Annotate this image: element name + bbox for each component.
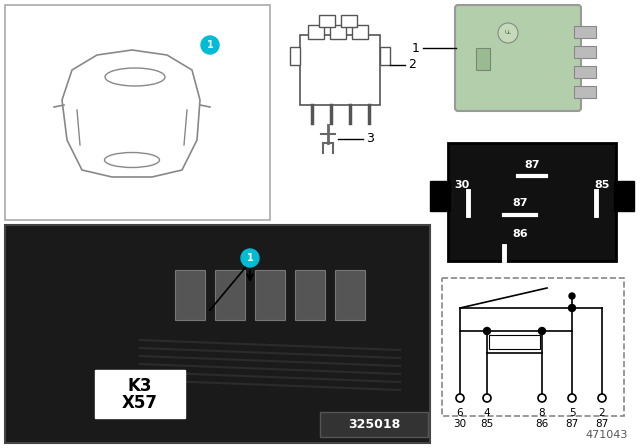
- Circle shape: [538, 394, 546, 402]
- Text: 1: 1: [412, 42, 420, 55]
- Text: 30: 30: [454, 180, 470, 190]
- Bar: [442, 278, 624, 416]
- Bar: [574, 26, 596, 38]
- Bar: [476, 48, 490, 70]
- Text: 85: 85: [481, 419, 493, 429]
- Bar: [380, 47, 390, 65]
- Bar: [308, 25, 324, 39]
- Bar: [295, 270, 325, 320]
- Bar: [320, 412, 428, 437]
- Circle shape: [568, 305, 575, 311]
- Circle shape: [568, 394, 576, 402]
- Bar: [430, 181, 450, 211]
- Bar: [255, 270, 285, 320]
- Text: 4: 4: [484, 408, 490, 418]
- Bar: [5, 225, 430, 443]
- Text: 471043: 471043: [586, 430, 628, 440]
- Text: 86: 86: [512, 229, 528, 239]
- Bar: [335, 270, 365, 320]
- Circle shape: [498, 23, 518, 43]
- Text: 85: 85: [595, 180, 610, 190]
- Text: 3: 3: [366, 133, 374, 146]
- Text: 87: 87: [512, 198, 528, 208]
- Bar: [341, 15, 357, 27]
- Text: 325018: 325018: [348, 418, 400, 431]
- Circle shape: [456, 394, 464, 402]
- Bar: [5, 5, 270, 220]
- Text: X57: X57: [122, 394, 158, 412]
- Bar: [574, 46, 596, 58]
- Bar: [290, 47, 300, 65]
- Ellipse shape: [104, 152, 159, 168]
- Bar: [330, 25, 346, 39]
- Text: UL: UL: [504, 30, 511, 35]
- Text: 87: 87: [595, 419, 609, 429]
- Text: 1: 1: [246, 253, 253, 263]
- Circle shape: [241, 249, 259, 267]
- Circle shape: [538, 327, 545, 335]
- Circle shape: [569, 293, 575, 299]
- Bar: [574, 86, 596, 98]
- Circle shape: [201, 36, 219, 54]
- Bar: [448, 143, 616, 261]
- Bar: [352, 25, 368, 39]
- Bar: [574, 66, 596, 78]
- Bar: [175, 270, 205, 320]
- Text: K3: K3: [128, 377, 152, 395]
- FancyBboxPatch shape: [455, 5, 581, 111]
- Text: 86: 86: [536, 419, 548, 429]
- Bar: [95, 370, 185, 418]
- Circle shape: [483, 394, 491, 402]
- Text: 30: 30: [453, 419, 467, 429]
- Text: 1: 1: [207, 40, 213, 50]
- Text: 6: 6: [457, 408, 463, 418]
- Polygon shape: [62, 50, 200, 177]
- Text: 2: 2: [598, 408, 605, 418]
- Bar: [215, 270, 245, 320]
- Text: 87: 87: [565, 419, 579, 429]
- Bar: [319, 15, 335, 27]
- Text: 2: 2: [408, 59, 416, 72]
- Bar: [614, 181, 634, 211]
- Text: 87: 87: [524, 160, 540, 170]
- Bar: [489, 335, 540, 349]
- Text: 8: 8: [539, 408, 545, 418]
- Text: 5: 5: [569, 408, 575, 418]
- Bar: [300, 35, 380, 105]
- Bar: [487, 331, 542, 353]
- Circle shape: [598, 394, 606, 402]
- Ellipse shape: [105, 68, 165, 86]
- Circle shape: [483, 327, 490, 335]
